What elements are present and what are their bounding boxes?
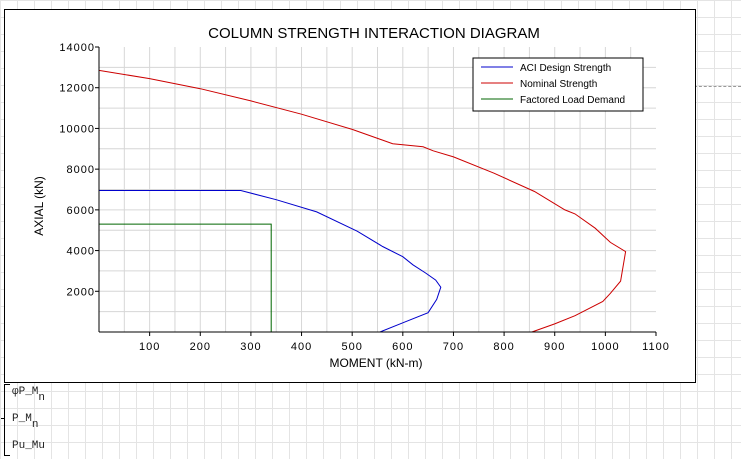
series-line-3 (99, 223, 272, 332)
y-tick-label: 4000 (67, 246, 95, 258)
variable-list: φP_Mn P_Mn Pu_Mu (1, 384, 124, 456)
x-tick-label: 300 (240, 341, 261, 353)
x-tick-label: 100 (139, 341, 160, 353)
variable-pm-text: P_M (12, 413, 32, 425)
legend-label-3: Factored Load Demand (520, 95, 625, 106)
chart-legend: ACI Design Strength Nominal Strength Facto… (472, 57, 644, 112)
grid-layer (99, 47, 656, 332)
x-tick-label: 900 (544, 341, 565, 353)
variable-phi-pm-text: φP_M (12, 386, 39, 398)
left-brace-tip (1, 418, 4, 419)
variable-pn-mn[interactable]: P_Mn (12, 413, 38, 431)
series-line-1 (99, 190, 442, 333)
variable-phi-pn-mn[interactable]: φP_Mn (12, 386, 45, 404)
x-tick-label: 200 (190, 341, 211, 353)
variable-pu-mu[interactable]: Pu_Mu (12, 440, 45, 452)
y-tick-label: 10000 (59, 123, 95, 135)
x-axis-label: MOMENT (kN-m) (329, 356, 422, 370)
x-tick-label: 600 (392, 341, 413, 353)
y-tick-label: 2000 (67, 286, 95, 298)
x-tick-label: 500 (342, 341, 363, 353)
left-brace (4, 384, 10, 456)
series-line-2 (98, 69, 627, 333)
x-tick-label: 700 (443, 341, 464, 353)
legend-label-2: Nominal Strength (520, 79, 597, 90)
axes-layer: 100 200 300 400 500 600 700 800 900 1000 1100 2000 4… (59, 42, 670, 353)
y-tick-label: 12000 (59, 83, 95, 95)
plot-region[interactable]: 100 200 300 400 500 600 700 800 900 1000 1100 2000 4… (4, 9, 696, 383)
y-tick-label: 8000 (67, 164, 95, 176)
x-tick-label: 1000 (591, 341, 619, 353)
series-layer (98, 69, 627, 333)
y-tick-label: 6000 (67, 205, 95, 217)
x-tick-label: 1100 (642, 341, 670, 353)
variable-phi-pm-subscript: n (38, 392, 46, 404)
interaction-diagram-chart: 100 200 300 400 500 600 700 800 900 1000 1100 2000 4… (32, 25, 670, 370)
legend-label-1: ACI Design Strength (520, 63, 611, 74)
chart-title: COLUMN STRENGTH INTERACTION DIAGRAM (208, 25, 540, 42)
y-tick-label: 14000 (59, 42, 95, 54)
x-tick-label: 400 (291, 341, 312, 353)
x-tick-label: 800 (493, 341, 514, 353)
variable-pm-subscript: n (31, 419, 39, 431)
variable-pu-mu-text: Pu_Mu (12, 440, 46, 452)
y-axis-label: AXIAL (kN) (32, 176, 46, 236)
worksheet-dashed-line (694, 86, 741, 87)
